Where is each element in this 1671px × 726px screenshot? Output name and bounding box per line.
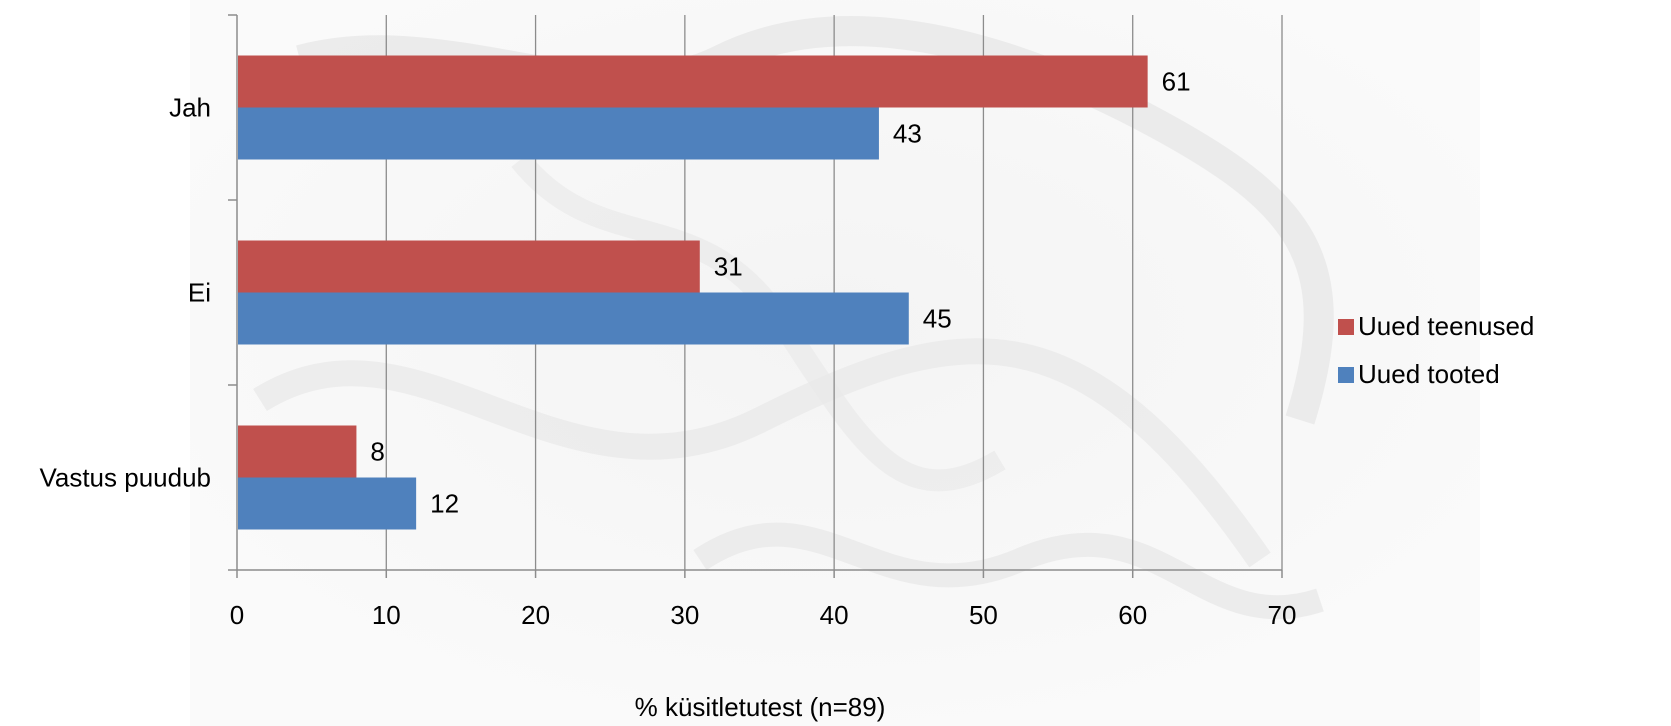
category-label: Vastus puudub — [39, 463, 211, 493]
x-tick-labels: 0 10 20 30 40 50 60 70 — [230, 600, 1297, 630]
x-tick-label: 50 — [969, 600, 998, 630]
x-tick-label: 30 — [670, 600, 699, 630]
bar-value-label: 61 — [1162, 67, 1191, 97]
x-tick-label: 0 — [230, 600, 244, 630]
bar-uued-teenused — [238, 240, 700, 293]
bar-uued-teenused — [238, 55, 1148, 108]
x-tick-label: 70 — [1268, 600, 1297, 630]
x-tick-label: 10 — [372, 600, 401, 630]
x-tick-label: 40 — [820, 600, 849, 630]
category-label: Jah — [169, 93, 211, 123]
legend-swatch — [1338, 367, 1354, 383]
category-label: Ei — [188, 278, 211, 308]
category-labels: Jah Ei Vastus puudub — [39, 93, 211, 493]
x-axis-title: % küsitletutest (n=89) — [635, 692, 886, 722]
bar-value-label: 12 — [430, 489, 459, 519]
bar-uued-tooted — [238, 107, 879, 160]
legend-label: Uued tooted — [1358, 359, 1500, 389]
bar-value-label: 43 — [893, 119, 922, 149]
bar-uued-teenused — [238, 425, 357, 478]
x-tick-label: 20 — [521, 600, 550, 630]
bar-uued-tooted — [238, 477, 417, 530]
bar-value-label: 8 — [370, 437, 384, 467]
bar-value-label: 45 — [923, 304, 952, 334]
legend: Uued teenused Uued tooted — [1338, 311, 1534, 389]
legend-swatch — [1338, 319, 1354, 335]
bar-uued-tooted — [238, 292, 909, 345]
x-tick-label: 60 — [1118, 600, 1147, 630]
legend-label: Uued teenused — [1358, 311, 1534, 341]
bar-value-label: 31 — [714, 252, 743, 282]
bars — [238, 55, 1148, 530]
axes — [228, 14, 1283, 578]
value-labels: 61 43 31 45 8 12 — [370, 67, 1190, 519]
